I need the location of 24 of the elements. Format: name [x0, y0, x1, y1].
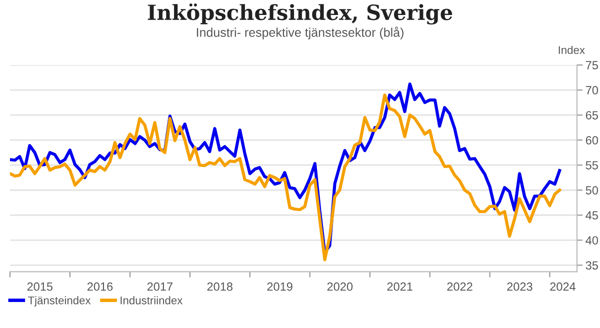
y-tick-label: 55	[586, 161, 598, 170]
legend-label: Tjänsteindex	[28, 296, 91, 307]
x-tick-label: 2023	[507, 282, 532, 291]
chart-title: Inköpschefsindex, Sverige	[148, 3, 452, 25]
y-axis-title: Index	[558, 46, 585, 54]
x-tick-label: 2015	[27, 282, 53, 291]
y-tick-label: 45	[586, 211, 598, 220]
chart-subtitle: Industri- respektive tjänstesektor (blå)	[196, 26, 404, 40]
y-tick-label: 50	[586, 186, 598, 195]
y-tick-label: 70	[586, 86, 598, 94]
x-tick-label: 2019	[267, 282, 292, 291]
y-tick-label: 35	[586, 261, 598, 270]
y-tick-label: 65	[586, 111, 598, 120]
x-tick-label: 2018	[207, 282, 232, 291]
legend-label: Industriindex	[120, 296, 183, 304]
x-tick-label: 2017	[147, 282, 172, 291]
x-tick-label: 2021	[387, 282, 412, 291]
x-tick-label: 2022	[447, 282, 472, 291]
y-tick-label: 60	[586, 136, 598, 144]
y-tick-label: 40	[586, 236, 598, 245]
x-tick-label: 2020	[327, 282, 353, 291]
y-tick-label: 75	[586, 61, 598, 70]
x-tick-label: 2016	[87, 282, 113, 291]
x-tick-label: 2024	[550, 282, 576, 291]
